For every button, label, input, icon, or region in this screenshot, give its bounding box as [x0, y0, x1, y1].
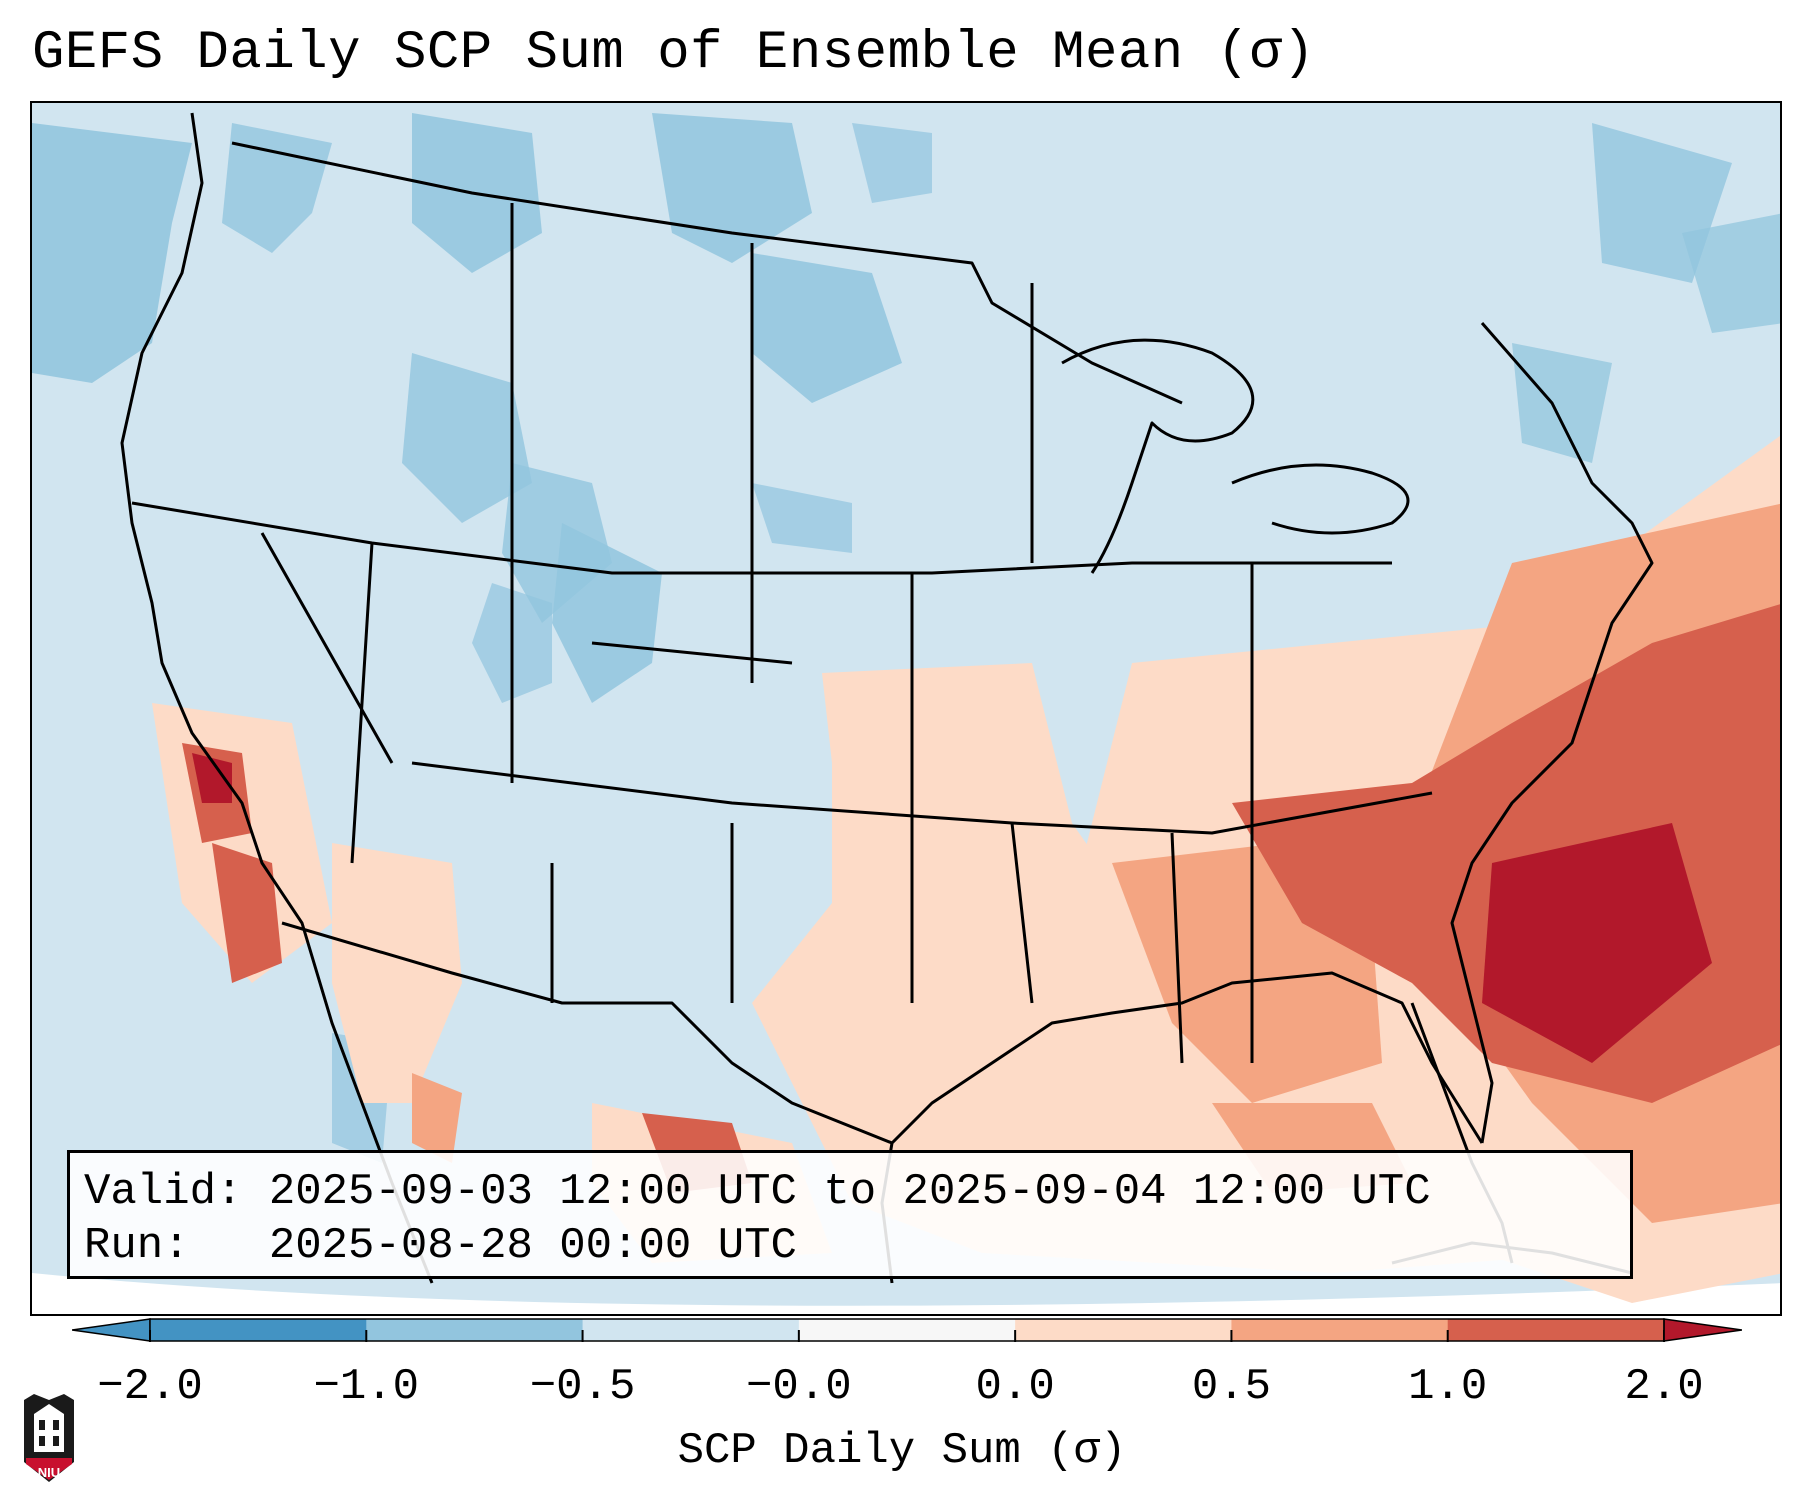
colorbar-tick-label: −2.0	[97, 1362, 203, 1412]
colorbar-segment	[582, 1319, 800, 1341]
colorbar-tick-label: 0.0	[975, 1362, 1055, 1412]
scp-map	[32, 103, 1780, 1314]
colorbar-tick-label: −0.0	[746, 1362, 852, 1412]
colorbar-label: SCP Daily Sum (σ)	[677, 1426, 1127, 1476]
chart-title: GEFS Daily SCP Sum of Ensemble Mean (σ)	[32, 23, 1316, 84]
colorbar-tick-label: −1.0	[313, 1362, 420, 1412]
colorbar-segments	[149, 1319, 1665, 1342]
niu-logo: NIU	[20, 1392, 78, 1484]
colorbar-segment	[150, 1319, 367, 1341]
colorbar-tick-label: 1.0	[1408, 1362, 1488, 1412]
colorbar-segment	[798, 1319, 1016, 1341]
projection-edge	[32, 1273, 1780, 1314]
run-info-box: Valid: 2025-09-03 12:00 UTC to 2025-09-0…	[67, 1150, 1633, 1279]
colorbar-segment	[1231, 1319, 1449, 1341]
map-panel[interactable]	[30, 101, 1782, 1316]
colorbar-segment	[1015, 1319, 1232, 1341]
run-time-text: Run: 2025-08-28 00:00 UTC	[84, 1221, 797, 1271]
positive-regions	[152, 435, 1780, 1303]
colorbar-tick-label: 2.0	[1624, 1362, 1704, 1412]
logo-text: NIU	[37, 1465, 61, 1480]
valid-time-text: Valid: 2025-09-03 12:00 UTC to 2025-09-0…	[84, 1167, 1431, 1217]
colorbar-outline	[149, 1318, 1665, 1342]
colorbar-tick-label: −0.5	[529, 1362, 636, 1412]
colorbar-extend-high	[1663, 1318, 1742, 1342]
colorbar-extend-low	[72, 1318, 151, 1342]
colorbar	[72, 1318, 1742, 1342]
boundaries	[120, 112, 1654, 1284]
colorbar-segment	[1447, 1319, 1665, 1341]
colorbar-tick-label: 0.5	[1191, 1362, 1272, 1412]
colorbar-segment	[366, 1319, 584, 1341]
